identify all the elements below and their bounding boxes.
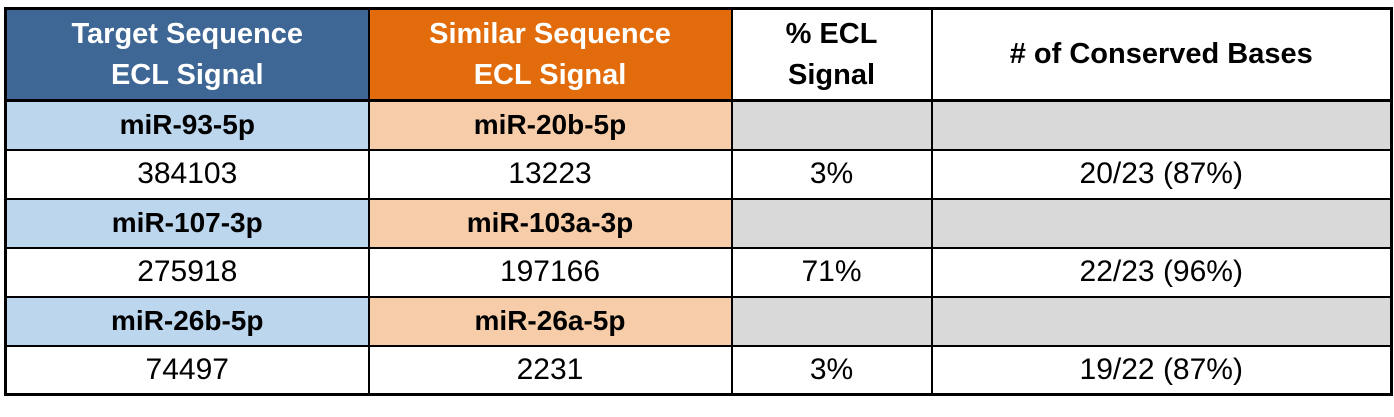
table-row-pair2-names: miR-107-3p miR-103a-3p	[4, 197, 1393, 249]
empty-gray-cell	[930, 197, 1393, 249]
similar-ecl-signal-value: 13223	[367, 148, 733, 200]
header-similar-sequence-ecl-signal: Similar Sequence ECL Signal	[367, 7, 733, 102]
pct-ecl-signal-value: 3%	[730, 344, 933, 396]
table-row-pair2-values: 275918 197166 71% 22/23 (96%)	[4, 246, 1393, 298]
pct-ecl-signal-value: 3%	[730, 148, 933, 200]
similar-mirna-name: miR-26a-5p	[367, 295, 733, 347]
header-target-sequence-ecl-signal: Target Sequence ECL Signal	[4, 7, 370, 102]
similar-ecl-signal-value: 2231	[367, 344, 733, 396]
similar-mirna-name: miR-20b-5p	[367, 99, 733, 151]
empty-gray-cell	[730, 99, 933, 151]
conserved-bases-value: 20/23 (87%)	[930, 148, 1393, 200]
target-ecl-signal-value: 74497	[4, 344, 370, 396]
target-ecl-signal-value: 384103	[4, 148, 370, 200]
target-mirna-name: miR-26b-5p	[4, 295, 370, 347]
header-pct-ecl-signal: % ECL Signal	[730, 7, 933, 102]
target-ecl-signal-value: 275918	[4, 246, 370, 298]
ecl-signal-table-container: Target Sequence ECL Signal Similar Seque…	[4, 7, 1393, 396]
empty-gray-cell	[930, 295, 1393, 347]
table-row-pair1-names: miR-93-5p miR-20b-5p	[4, 99, 1393, 151]
similar-mirna-name: miR-103a-3p	[367, 197, 733, 249]
conserved-bases-value: 19/22 (87%)	[930, 344, 1393, 396]
conserved-bases-value: 22/23 (96%)	[930, 246, 1393, 298]
empty-gray-cell	[930, 99, 1393, 151]
table-header-row: Target Sequence ECL Signal Similar Seque…	[4, 7, 1393, 102]
table-row-pair3-names: miR-26b-5p miR-26a-5p	[4, 295, 1393, 347]
pct-ecl-signal-value: 71%	[730, 246, 933, 298]
target-mirna-name: miR-107-3p	[4, 197, 370, 249]
ecl-signal-comparison-table: Target Sequence ECL Signal Similar Seque…	[4, 7, 1393, 396]
target-mirna-name: miR-93-5p	[4, 99, 370, 151]
table-row-pair1-values: 384103 13223 3% 20/23 (87%)	[4, 148, 1393, 200]
table-row-pair3-values: 74497 2231 3% 19/22 (87%)	[4, 344, 1393, 396]
similar-ecl-signal-value: 197166	[367, 246, 733, 298]
empty-gray-cell	[730, 295, 933, 347]
header-conserved-bases: # of Conserved Bases	[930, 7, 1393, 102]
empty-gray-cell	[730, 197, 933, 249]
